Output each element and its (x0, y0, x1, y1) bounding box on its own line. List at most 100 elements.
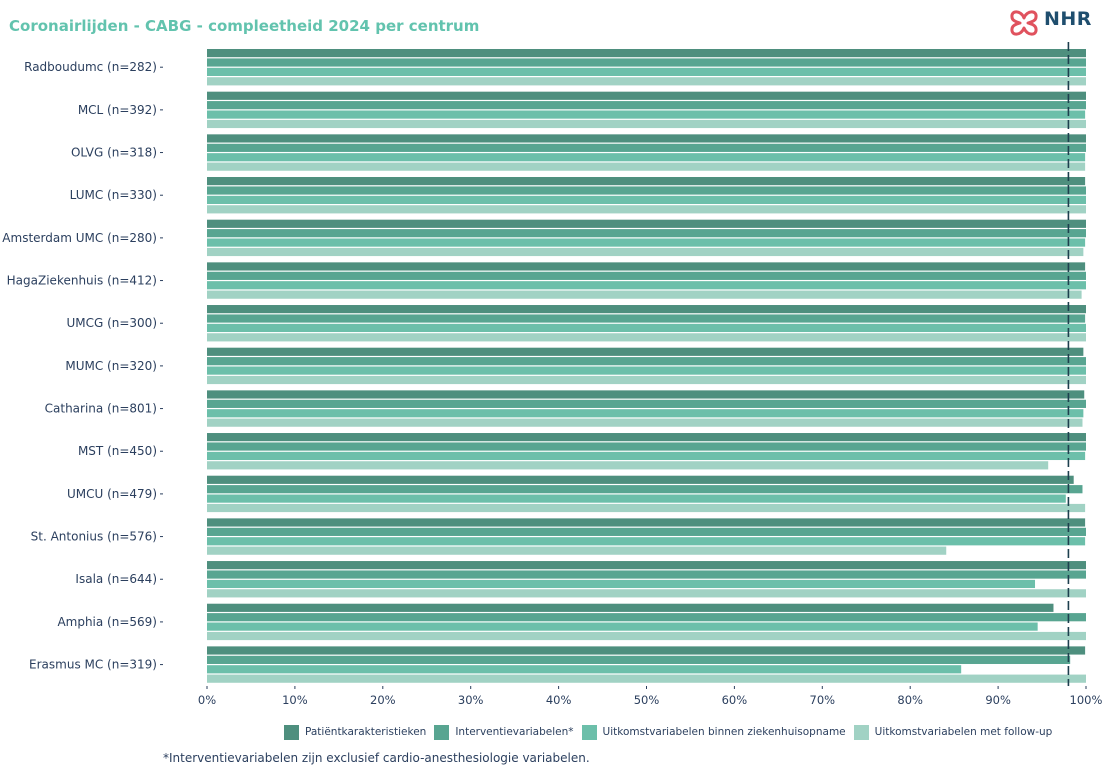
logo-text: NHR (1044, 8, 1092, 30)
bar (207, 186, 1086, 195)
y-tick-label: Catharina (n=801) (45, 402, 157, 416)
x-tick-label: 70% (810, 693, 836, 707)
bar (207, 110, 1086, 119)
bar (207, 589, 1086, 598)
bar (207, 674, 1086, 683)
bar (207, 570, 1086, 579)
bar (207, 67, 1086, 76)
legend-item: Uitkomstvariabelen binnen ziekenhuisopna… (581, 724, 846, 740)
x-tick-label: 50% (634, 693, 660, 707)
bar (207, 119, 1086, 129)
bar (207, 503, 1086, 513)
bar (207, 390, 1085, 399)
legend: Patiëntkarakteristieken Interventievaria… (284, 723, 1060, 741)
bar (207, 271, 1086, 280)
bar (207, 613, 1086, 622)
y-tick-label: HagaZiekenhuis (n=412) (7, 274, 157, 288)
y-tick-label: OLVG (n=318) (71, 146, 157, 160)
x-tick-label: 100% (1070, 693, 1103, 707)
bar (207, 399, 1086, 408)
legend-label: Uitkomstvariabelen binnen ziekenhuisopna… (602, 726, 846, 738)
bar (207, 347, 1084, 356)
legend-swatch (434, 724, 450, 740)
bar-chart: Radboudumc (n=282) MCL (n=392) OLVG (n=318… (2, 42, 1103, 707)
y-tick-label: UMCG (n=300) (66, 316, 157, 330)
bar (207, 162, 1086, 171)
bar (207, 58, 1086, 67)
bar (207, 195, 1086, 205)
y-tick-label: MST (n=450) (78, 444, 157, 458)
bar (207, 247, 1084, 257)
bar (207, 537, 1086, 546)
bar (207, 631, 1086, 641)
bar (207, 49, 1086, 58)
bar (207, 323, 1086, 333)
y-tick-label: Radboudumc (n=282) (24, 60, 157, 74)
x-tick-label: 0% (198, 693, 216, 707)
bar (207, 305, 1086, 314)
bar (207, 134, 1086, 143)
x-tick-label: 20% (370, 693, 396, 707)
bar (207, 375, 1086, 385)
bar (207, 442, 1086, 451)
bar (207, 451, 1086, 461)
bar (207, 366, 1086, 375)
bar (207, 433, 1086, 442)
bar (207, 177, 1086, 186)
y-tick-label: MCL (n=392) (78, 103, 157, 117)
x-tick-label: 90% (985, 693, 1011, 707)
x-tick-label: 10% (282, 693, 308, 707)
y-tick-label: UMCU (n=479) (67, 487, 157, 501)
y-tick-label: Amphia (n=569) (57, 615, 157, 629)
bar (207, 238, 1086, 247)
y-tick-label: Erasmus MC (n=319) (29, 658, 157, 672)
bar (207, 461, 1049, 470)
bar (207, 91, 1086, 100)
nhr-logo-icon (1010, 10, 1038, 36)
bar (207, 546, 947, 555)
x-tick-label: 60% (722, 693, 748, 707)
bar (207, 409, 1084, 418)
bar (207, 485, 1083, 494)
legend-label: Uitkomstvariabelen met follow-up (874, 726, 1053, 738)
legend-item: Interventievariabelen* (434, 724, 574, 740)
bar (207, 527, 1086, 536)
bar (207, 357, 1086, 366)
bar (207, 333, 1086, 342)
footnote: *Interventievariabelen zijn exclusief ca… (163, 751, 590, 765)
legend-swatch (581, 724, 597, 740)
x-tick-label: 40% (546, 693, 572, 707)
bar (207, 314, 1086, 323)
bar (207, 290, 1082, 299)
bar (207, 143, 1086, 152)
legend-swatch (284, 724, 299, 740)
bar (207, 101, 1086, 110)
bar (207, 77, 1086, 86)
bar (207, 579, 1036, 589)
x-tick-label: 30% (458, 693, 484, 707)
bar (207, 494, 1066, 503)
legend-item: Patiëntkarakteristieken (284, 724, 426, 740)
bar (207, 219, 1086, 228)
y-tick-label: LUMC (n=330) (70, 188, 157, 202)
y-tick-label: MUMC (n=320) (65, 359, 157, 373)
bar (207, 418, 1083, 427)
y-tick-label: St. Antonius (n=576) (31, 530, 157, 544)
bar (207, 153, 1086, 162)
bar (207, 229, 1086, 238)
y-tick-label: Isala (n=644) (75, 572, 157, 586)
y-tick-label: Amsterdam UMC (n=280) (2, 231, 157, 245)
legend-item: Uitkomstvariabelen met follow-up (853, 724, 1053, 740)
bar (207, 665, 962, 674)
bar (207, 603, 1054, 612)
bar (207, 561, 1086, 570)
bar (207, 646, 1086, 655)
bar (207, 655, 1071, 664)
bar (207, 622, 1038, 631)
legend-swatch (853, 724, 869, 740)
chart-title: Coronairlijden - CABG - compleetheid 202… (9, 17, 480, 35)
bar (207, 281, 1086, 290)
bar (207, 205, 1086, 214)
bar (207, 518, 1086, 527)
legend-label: Interventievariabelen* (455, 726, 574, 738)
